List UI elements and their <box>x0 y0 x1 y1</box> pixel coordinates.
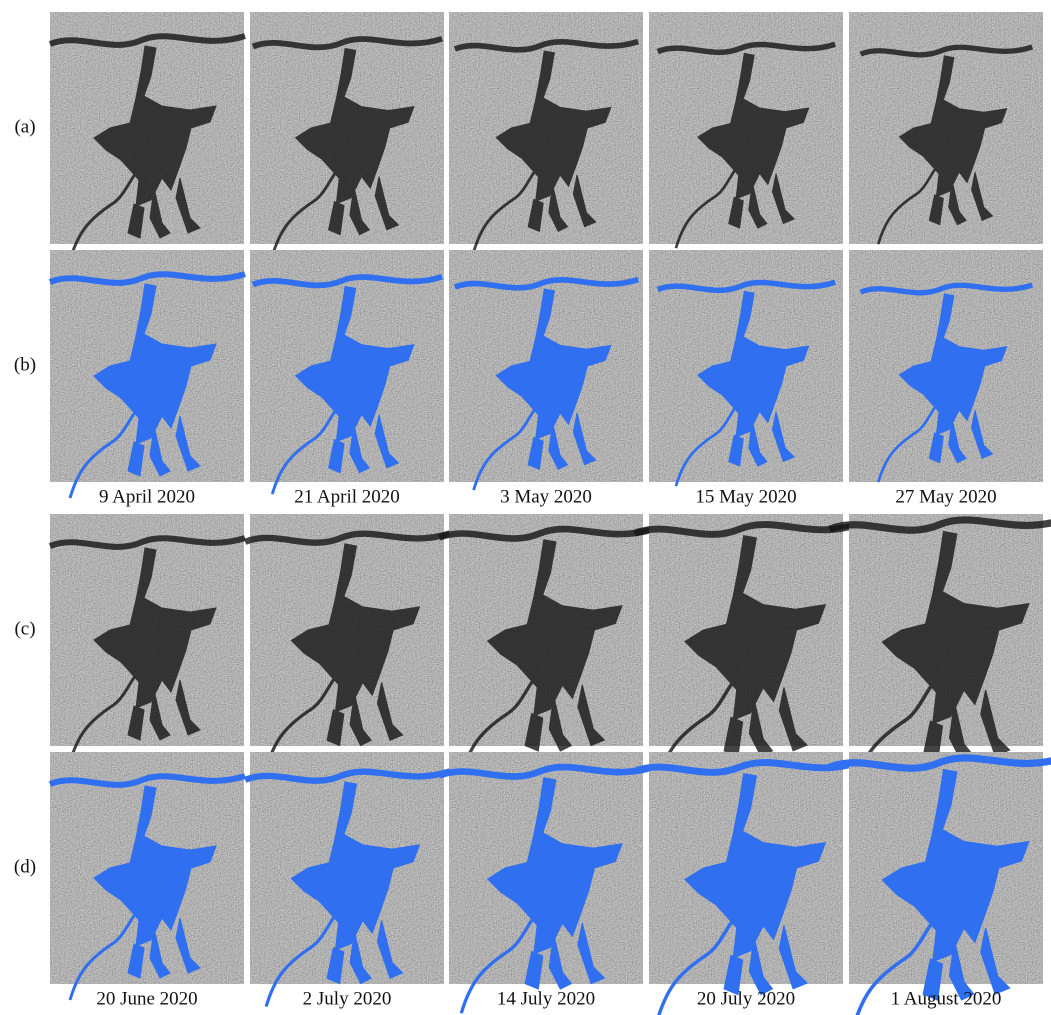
image-panel <box>50 12 245 260</box>
image-panel <box>830 514 1051 788</box>
row-label: (b) <box>14 354 36 375</box>
image-panel <box>449 250 643 490</box>
row-label: (d) <box>14 856 36 877</box>
image-panel <box>245 752 450 1007</box>
image-panel <box>649 250 843 486</box>
panel-grid: (a) (b) 9 April 2020 21 April 2020 3 May 202… <box>14 12 1051 1015</box>
image-panel <box>634 514 858 782</box>
image-panel <box>50 514 245 762</box>
image-panel <box>649 12 843 248</box>
date-label: 27 May 2020 <box>895 486 996 507</box>
image-panel <box>439 752 654 1013</box>
date-label: 14 July 2020 <box>497 988 595 1009</box>
row-label: (a) <box>14 116 35 137</box>
date-label: 1 August 2020 <box>891 988 1002 1009</box>
image-panel <box>50 250 245 498</box>
image-panel <box>449 12 643 252</box>
image-panel <box>250 250 444 494</box>
image-panel <box>50 752 245 1000</box>
date-label: 3 May 2020 <box>500 486 592 507</box>
image-panel <box>245 514 450 769</box>
image-panel <box>849 12 1043 244</box>
row-label: (c) <box>14 618 35 639</box>
date-label: 15 May 2020 <box>695 486 796 507</box>
date-label: 9 April 2020 <box>99 486 195 507</box>
figure: (a) (b) 9 April 2020 21 April 2020 3 May 202… <box>0 0 1051 1015</box>
date-label: 20 June 2020 <box>96 988 197 1009</box>
image-panel <box>439 514 654 775</box>
image-panel <box>250 12 444 256</box>
date-label: 21 April 2020 <box>294 486 400 507</box>
date-label: 2 July 2020 <box>303 988 392 1009</box>
date-label: 20 July 2020 <box>697 988 795 1009</box>
image-panel <box>830 752 1051 1015</box>
image-panel <box>849 250 1043 482</box>
image-panel <box>634 752 858 1015</box>
